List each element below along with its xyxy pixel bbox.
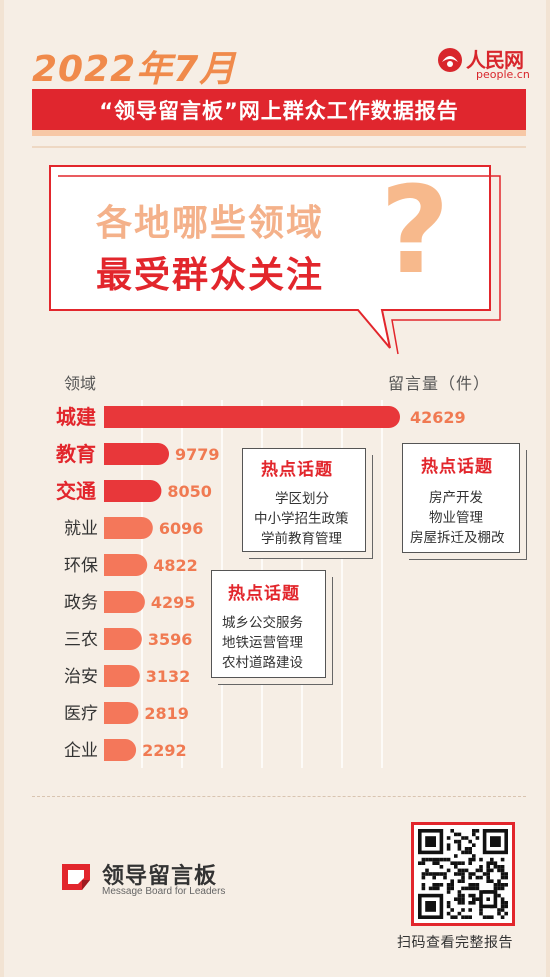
bar bbox=[104, 554, 148, 576]
callout-education-item: 学区划分 bbox=[275, 491, 329, 507]
qr-code[interactable] bbox=[411, 822, 515, 926]
callout-urban: 热点话题 房产开发 物业管理 房屋拆迁及棚改 bbox=[402, 443, 520, 553]
report-period-title: 2022年7月 bbox=[32, 49, 237, 90]
callout-urban-item: 物业管理 bbox=[429, 510, 483, 526]
bar bbox=[104, 665, 140, 687]
callout-transport-item: 地铁运营管理 bbox=[222, 635, 303, 651]
callout-urban-item: 房屋拆迁及棚改 bbox=[410, 530, 505, 546]
category-label: 教育 bbox=[56, 442, 96, 466]
divider-top bbox=[32, 146, 526, 148]
category-label: 三农 bbox=[64, 630, 98, 650]
category-label: 交通 bbox=[56, 479, 96, 503]
question-mark-icon: ? bbox=[380, 162, 450, 301]
value-label: 3596 bbox=[148, 630, 193, 649]
people-logo-icon bbox=[438, 48, 462, 72]
callout-urban-item: 房产开发 bbox=[429, 490, 483, 506]
callout-transport-item: 农村道路建设 bbox=[222, 655, 303, 671]
bar-chart: 城建 42629 教育 9779 交通 8050 就业 6096 环保 4822 政务 4295 三农 3… bbox=[56, 400, 466, 768]
callout-transport-item: 城乡公交服务 bbox=[222, 615, 303, 631]
people-cn-logo[interactable]: 人民网 people.cn bbox=[436, 44, 536, 84]
value-label: 2292 bbox=[142, 741, 187, 760]
report-subtitle-banner: “领导留言板”网上群众工作数据报告 bbox=[32, 89, 526, 130]
bar bbox=[104, 517, 153, 539]
category-label: 就业 bbox=[64, 519, 98, 539]
value-label: 4822 bbox=[153, 556, 198, 575]
people-logo-url: people.cn bbox=[476, 68, 530, 81]
bar bbox=[104, 406, 400, 428]
category-label: 环保 bbox=[64, 556, 98, 576]
bar bbox=[104, 480, 162, 502]
value-label: 9779 bbox=[175, 445, 220, 464]
people-logo-text: 人民网 bbox=[466, 48, 524, 72]
callout-education-item: 中小学招生政策 bbox=[254, 511, 349, 527]
callout-education-item: 学前教育管理 bbox=[261, 531, 342, 547]
message-board-logo-icon bbox=[62, 864, 90, 890]
category-label: 医疗 bbox=[64, 704, 98, 724]
bar bbox=[104, 739, 137, 761]
qr-caption: 扫码查看完整报告 bbox=[397, 935, 513, 951]
bubble-heading-line2: 最受群众关注 bbox=[96, 255, 325, 296]
report-subtitle: “领导留言板”网上群众工作数据报告 bbox=[99, 98, 459, 123]
qr-code-icon bbox=[418, 829, 508, 919]
callout-education: 热点话题 学区划分 中小学招生政策 学前教育管理 bbox=[242, 448, 366, 552]
value-label: 3132 bbox=[146, 667, 191, 686]
bar bbox=[104, 443, 170, 465]
callout-transport-title: 热点话题 bbox=[228, 584, 300, 604]
value-label: 42629 bbox=[410, 408, 466, 427]
category-label: 治安 bbox=[64, 667, 98, 687]
callout-education-title: 热点话题 bbox=[261, 460, 333, 480]
divider-bottom bbox=[32, 796, 526, 797]
speech-bubble bbox=[49, 165, 501, 355]
value-label: 8050 bbox=[167, 482, 212, 501]
value-label: 4295 bbox=[151, 593, 196, 612]
category-label: 城建 bbox=[56, 405, 96, 429]
chart-value-axis-label: 留言量（件） bbox=[388, 374, 491, 393]
callout-transport: 热点话题 城乡公交服务 地铁运营管理 农村道路建设 bbox=[211, 570, 326, 678]
value-label: 2819 bbox=[144, 704, 189, 723]
category-label: 企业 bbox=[64, 741, 98, 761]
message-board-name-en: Message Board for Leaders bbox=[102, 886, 226, 897]
callout-urban-title: 热点话题 bbox=[421, 457, 493, 477]
bar bbox=[104, 702, 139, 724]
chart-category-axis-label: 领域 bbox=[64, 374, 97, 393]
bar bbox=[104, 628, 142, 650]
bar bbox=[104, 591, 145, 613]
banner-shadow bbox=[32, 130, 526, 136]
value-label: 6096 bbox=[159, 519, 204, 538]
message-board-name: 领导留言板 bbox=[102, 864, 218, 889]
bubble-heading-line1: 各地哪些领域 bbox=[96, 203, 325, 244]
category-label: 政务 bbox=[64, 593, 98, 613]
